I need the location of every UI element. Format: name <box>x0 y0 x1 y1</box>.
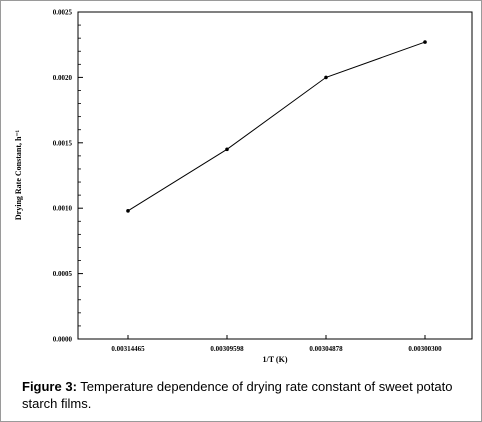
series-layer <box>126 40 427 213</box>
y-tick-label: 0.0020 <box>53 74 73 82</box>
plot-area <box>77 11 473 340</box>
data-point <box>225 147 229 152</box>
series-line <box>127 41 426 212</box>
caption-text: Temperature dependence of drying rate co… <box>22 379 453 411</box>
figure-label: Figure 3: <box>22 379 77 394</box>
x-axis-title: 1/T (K) <box>263 355 288 364</box>
x-axis-ticks: 0.00314465 0.00309598 0.00304878 0.00300300 <box>111 335 442 353</box>
data-point <box>126 209 130 213</box>
figure-caption: Figure 3: Temperature dependence of dryi… <box>22 378 472 412</box>
y-axis-title: Drying Rate Constant, h⁻¹ <box>14 129 23 220</box>
x-tick-label: 0.00314465 <box>111 345 145 353</box>
y-tick-label: 0.0015 <box>53 139 73 147</box>
y-tick-label: 0.0005 <box>53 270 73 278</box>
data-point <box>423 40 427 44</box>
y-tick-label: 0.0010 <box>53 205 73 213</box>
data-point <box>324 75 328 80</box>
x-tick-label: 0.00304878 <box>309 345 343 353</box>
x-tick-label: 0.00300300 <box>408 345 442 353</box>
y-tick-label: 0.0000 <box>53 336 73 344</box>
y-tick-label: 0.0025 <box>53 9 73 17</box>
x-tick-label: 0.00309598 <box>210 345 244 353</box>
y-axis-ticks: 0.0000 0.0005 0.0010 0.0015 0.0020 0.0025 <box>53 9 83 344</box>
